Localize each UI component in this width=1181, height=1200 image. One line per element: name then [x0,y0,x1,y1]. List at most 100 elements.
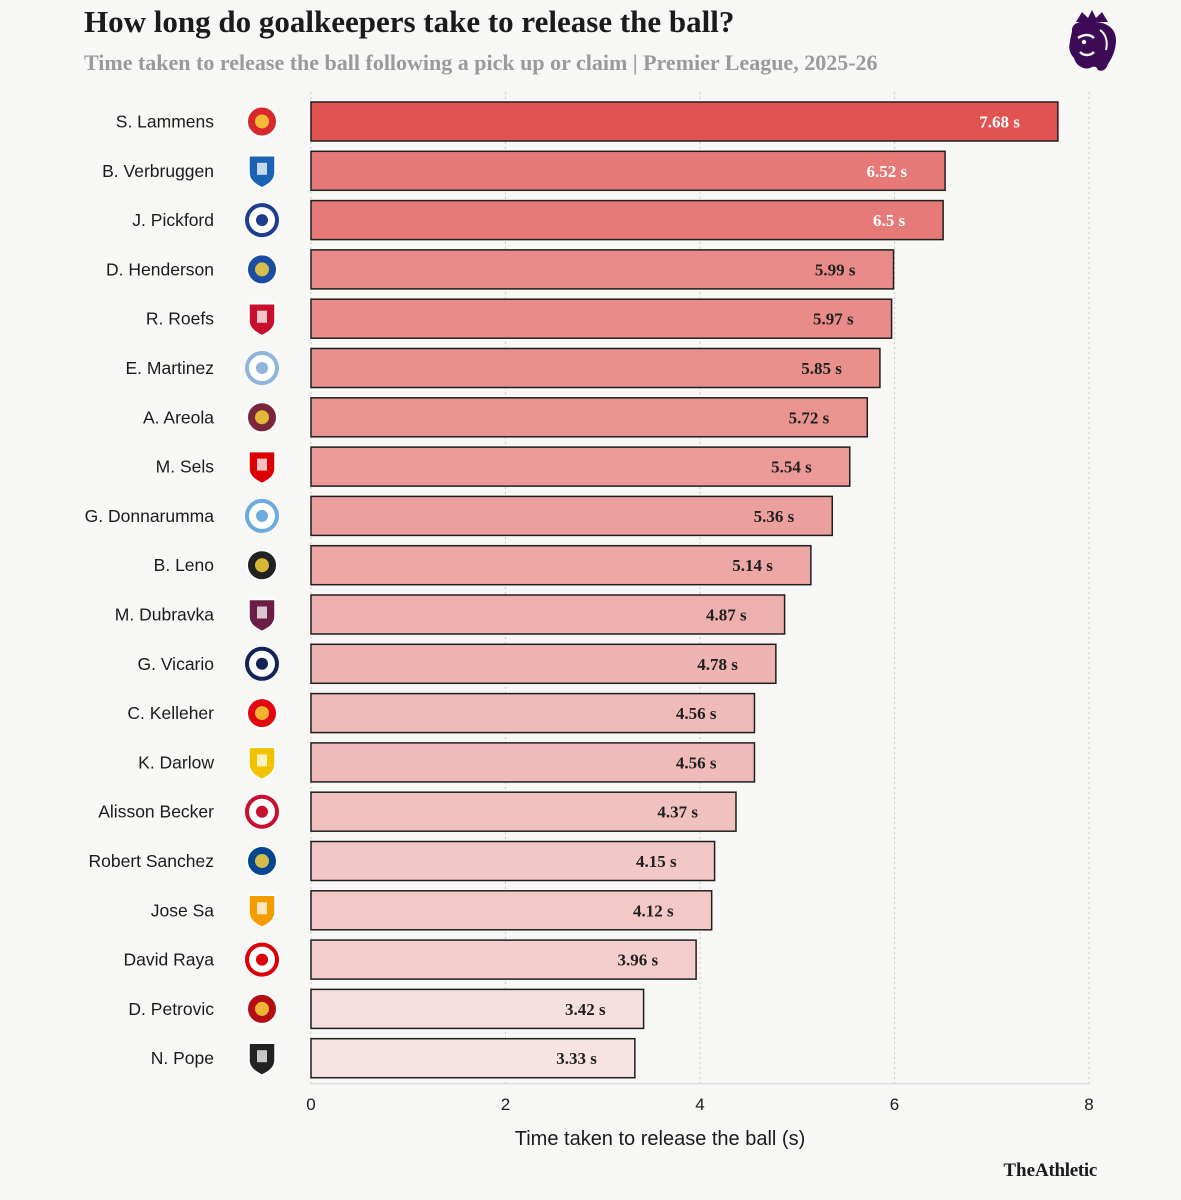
bar-value-label: 5.99 s [815,260,856,279]
bar-row: G. Donnarumma 5.36 s [85,495,834,537]
bar-row: C. Kelleher 4.56 s [127,692,756,734]
goalkeeper-name: R. Roefs [146,309,214,329]
club-crest-detail [257,754,267,767]
bar-value-label: 5.14 s [732,556,773,575]
bar [310,544,812,586]
x-tick-label: 8 [1084,1095,1093,1114]
bar-value-label: 4.87 s [706,606,747,625]
bar-value-label: 3.33 s [556,1049,597,1068]
premier-league-lion-icon [1069,10,1116,71]
club-crest-detail [255,410,269,425]
goalkeeper-name: David Raya [124,950,215,970]
x-axis-label: Time taken to release the ball (s) [515,1128,806,1150]
goalkeeper-name: S. Lammens [116,112,214,132]
x-tick-label: 6 [890,1095,899,1114]
club-crest-detail [255,262,269,277]
club-crest-detail [255,854,269,868]
goalkeeper-name: B. Verbruggen [102,161,214,181]
bar-row: Jose Sa 4.12 s [151,890,713,931]
bar-row: S. Lammens 7.68 s [116,101,1059,142]
bar-row: M. Dubravka 4.87 s [115,594,786,635]
club-crest-detail [257,902,267,915]
bar [310,890,713,931]
club-crest-detail [257,162,267,175]
goalkeeper-name: G. Donnarumma [85,506,215,526]
club-crest-detail [257,458,267,471]
goalkeeper-name: K. Darlow [138,752,214,772]
bar-row: E. Martinez 5.85 s [126,347,881,389]
bar [310,495,834,537]
bar [310,791,737,832]
bar-value-label: 3.96 s [617,951,658,970]
bar-value-label: 5.85 s [801,359,842,378]
bar-row: David Raya 3.96 s [124,939,697,980]
goalkeeper-name: Robert Sanchez [89,851,215,871]
bar-value-label: 4.12 s [633,901,674,920]
bar-value-label: 6.5 s [873,211,906,230]
bar-row: Robert Sanchez 4.15 s [89,840,716,882]
bar-value-label: 4.56 s [676,753,717,772]
goalkeeper-name: Alisson Becker [98,802,214,822]
bar-row: R. Roefs 5.97 s [146,298,893,339]
x-tick-label: 2 [501,1095,510,1114]
goalkeeper-name: J. Pickford [132,210,214,230]
bar-row: K. Darlow 4.56 s [138,742,756,783]
the-athletic-logo: TheAthletic [1003,1160,1097,1182]
bar-row: D. Petrovic 3.42 s [128,988,645,1030]
goalkeeper-name: G. Vicario [137,654,214,674]
goalkeeper-name: Jose Sa [151,900,214,920]
club-crest-detail [256,657,268,670]
x-tick-label: 4 [695,1095,704,1114]
bar-row: D. Henderson 5.99 s [106,249,895,290]
goalkeeper-name: D. Petrovic [128,999,214,1019]
bar-row: G. Vicario 4.78 s [137,643,777,685]
bar-value-label: 7.68 s [979,113,1020,132]
bar-value-label: 6.52 s [866,162,907,181]
club-crest-detail [255,706,269,721]
bar-row: A. Areola 5.72 s [143,397,869,438]
bar-row: J. Pickford 6.5 s [132,199,944,241]
club-crest-detail [257,1050,267,1063]
bar-value-label: 4.37 s [657,803,698,822]
bar-value-label: 4.78 s [697,655,738,674]
bar [310,594,786,635]
club-crest-detail [256,953,268,966]
bar [310,692,756,734]
club-crest-detail [256,362,268,374]
club-crest-detail [255,114,269,129]
bar [310,150,946,192]
goalkeeper-name: A. Areola [143,407,214,427]
bar [310,199,944,241]
bar-value-label: 4.56 s [676,704,717,723]
chart-title: How long do goalkeepers take to release … [84,4,735,39]
bar [310,446,851,487]
bar [310,347,881,389]
bar-row: Alisson Becker 4.37 s [98,791,737,832]
chart-subtitle: Time taken to release the ball following… [84,50,878,75]
goalkeeper-name: C. Kelleher [127,703,214,723]
club-crest-detail [256,509,268,522]
brand-name: Athletic [1035,1160,1097,1181]
bar-value-label: 5.72 s [789,408,830,427]
club-crest-detail [257,606,267,619]
goalkeeper-name: M. Dubravka [115,605,214,625]
goalkeeper-name: N. Pope [151,1048,214,1068]
goalkeeper-name: B. Leno [154,555,214,575]
club-crest-detail [255,1001,269,1016]
bar [310,643,777,685]
bar [310,101,1059,142]
bar-row: B. Leno 5.14 s [154,544,812,586]
club-crest-detail [255,558,269,573]
bar [310,397,869,438]
bar [310,249,895,290]
bar-row: B. Verbruggen 6.52 s [102,150,946,192]
bar-value-label: 5.36 s [754,507,795,526]
bar-row: M. Sels 5.54 s [156,446,851,487]
bar [310,742,756,783]
bar [310,988,645,1030]
bar-value-label: 5.54 s [771,458,812,477]
bar [310,939,697,980]
goalkeeper-name: E. Martinez [126,358,215,378]
bar-value-label: 3.42 s [565,1000,606,1019]
